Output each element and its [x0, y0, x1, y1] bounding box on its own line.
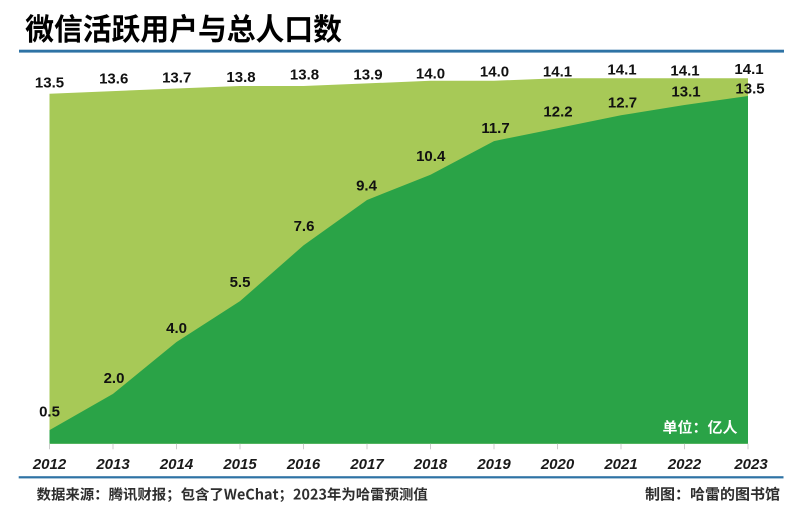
- svg-text:11.7: 11.7: [481, 120, 509, 137]
- svg-text:14.0: 14.0: [480, 64, 509, 81]
- svg-text:13.5: 13.5: [735, 81, 764, 98]
- svg-text:13.1: 13.1: [671, 84, 700, 101]
- svg-text:2022: 2022: [667, 456, 702, 473]
- svg-text:2.0: 2.0: [104, 370, 125, 387]
- svg-text:12.7: 12.7: [608, 95, 637, 112]
- svg-text:4.0: 4.0: [166, 320, 187, 337]
- svg-text:2018: 2018: [413, 456, 448, 473]
- svg-text:2023: 2023: [733, 456, 768, 473]
- svg-text:12.2: 12.2: [543, 104, 572, 121]
- svg-text:13.7: 13.7: [162, 70, 191, 87]
- svg-text:2020: 2020: [540, 456, 575, 473]
- svg-text:2012: 2012: [32, 456, 67, 473]
- svg-text:2016: 2016: [286, 456, 321, 473]
- svg-text:2019: 2019: [476, 456, 511, 473]
- svg-text:2014: 2014: [159, 456, 194, 473]
- svg-text:14.1: 14.1: [607, 62, 636, 79]
- svg-text:2017: 2017: [349, 456, 384, 473]
- svg-text:14.1: 14.1: [543, 64, 572, 81]
- svg-text:2021: 2021: [603, 456, 637, 473]
- svg-text:14.1: 14.1: [734, 61, 763, 78]
- svg-text:5.5: 5.5: [230, 274, 251, 291]
- svg-text:9.4: 9.4: [356, 178, 378, 195]
- svg-text:13.9: 13.9: [353, 67, 382, 84]
- svg-text:13.8: 13.8: [226, 69, 255, 86]
- svg-text:13.5: 13.5: [35, 75, 64, 92]
- svg-text:2015: 2015: [222, 456, 257, 473]
- svg-text:14.0: 14.0: [416, 66, 445, 83]
- svg-text:2013: 2013: [95, 456, 130, 473]
- svg-text:13.6: 13.6: [99, 71, 128, 88]
- svg-text:13.8: 13.8: [290, 67, 319, 84]
- svg-text:14.1: 14.1: [670, 63, 699, 80]
- svg-text:10.4: 10.4: [416, 148, 446, 165]
- svg-text:7.6: 7.6: [294, 218, 315, 235]
- svg-text:0.5: 0.5: [39, 404, 60, 421]
